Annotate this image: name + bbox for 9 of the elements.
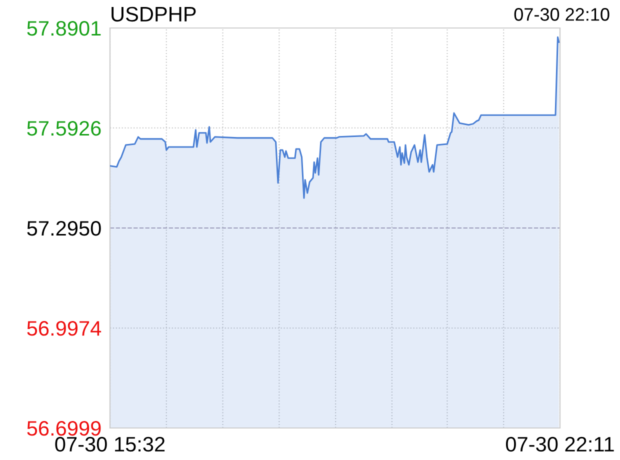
y-tick-label: 56.6999 xyxy=(27,421,101,436)
chart-title: USDPHP xyxy=(112,6,196,22)
x-tick-label: 07-30 15:32 xyxy=(55,436,165,452)
text: 07-30 22:10 xyxy=(514,8,610,21)
y-tick-label: 56.9974 xyxy=(27,321,102,336)
x-tick-label: 07-30 22:11 xyxy=(506,436,614,452)
y-tick-label: 57.2950 xyxy=(27,221,101,236)
y-tick-label: 57.8901 xyxy=(27,21,101,36)
y-tick-label: 57.5926 xyxy=(27,120,101,136)
